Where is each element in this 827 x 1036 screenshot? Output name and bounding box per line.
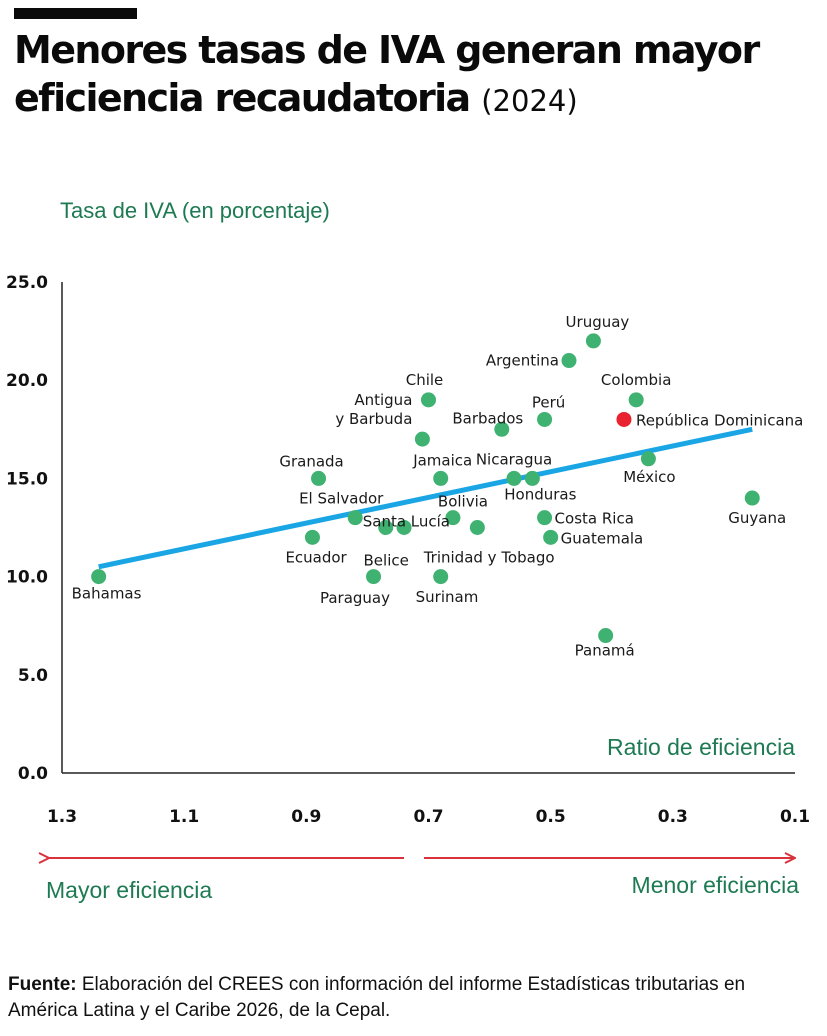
point-label: Paraguay (320, 589, 390, 607)
x-tick-label: 0.7 (413, 807, 443, 827)
data-point (616, 411, 632, 427)
x-tick-label: 0.3 (658, 807, 688, 827)
y-tick-label: 20.0 (6, 371, 48, 391)
point-label: Guatemala (561, 529, 644, 547)
point-label: Nicaragua (476, 450, 552, 468)
x-tick-label: 1.3 (47, 807, 77, 827)
data-point (524, 470, 540, 486)
trend-line (98, 426, 753, 570)
data-point (304, 529, 320, 545)
source-note: Fuente: Elaboración del CREES con inform… (8, 972, 788, 1024)
data-point (366, 569, 382, 585)
x-tick-label: 1.1 (169, 807, 199, 827)
point-label: Surinam (416, 588, 479, 606)
point-label: Costa Rica (555, 510, 634, 528)
data-point (628, 392, 644, 408)
point-label: México (623, 468, 675, 486)
data-point (598, 628, 614, 644)
point-label: Uruguay (566, 313, 630, 331)
x-tick-label: 0.5 (536, 807, 566, 827)
data-point (433, 470, 449, 486)
point-label: Chile (406, 371, 444, 389)
chart-title: Menores tasas de IVA generan mayor efici… (14, 26, 814, 125)
data-point (506, 470, 522, 486)
point-label: Panamá (575, 642, 635, 660)
y-axis-title: Tasa de IVA (en porcentaje) (60, 198, 330, 223)
y-tick-label: 5.0 (18, 666, 48, 686)
x-tick-label: 0.1 (780, 807, 810, 827)
point-label: Belice (364, 552, 409, 570)
data-point (414, 431, 430, 447)
data-point (585, 333, 601, 349)
source-label: Fuente: (8, 974, 77, 995)
data-point (433, 569, 449, 585)
data-point (378, 520, 394, 535)
point-label: El Salvador (299, 490, 384, 508)
point-label: Antigua y Barbuda (335, 391, 412, 428)
data-point (347, 510, 363, 526)
data-point (494, 421, 510, 437)
point-label: Bahamas (72, 585, 142, 603)
data-point (445, 510, 461, 526)
data-point (469, 520, 485, 535)
point-label: República Dominicana (636, 411, 803, 429)
point-label: Argentina (486, 352, 559, 370)
scatter-chart: 0.0 5.0 10.0 15.0 20.0 25.0 1.3 1.1 0.9 0.7 0.5 0.… (6, 273, 810, 960)
data-point (543, 529, 559, 545)
x-tick-label: 0.9 (291, 807, 321, 827)
y-tick-label: 15.0 (6, 469, 48, 489)
point-label: Colombia (601, 371, 672, 389)
point-label: Santa Lucía (363, 513, 450, 531)
y-tick-label: 0.0 (18, 764, 48, 784)
chart-title-text: Menores tasas de IVA generan mayor efici… (14, 28, 760, 120)
x-axis-title: Ratio de eficiencia (607, 734, 795, 760)
point-label: Jamaica (412, 451, 472, 469)
point-label: Trinidad y Tobago (423, 549, 555, 567)
point-label: Ecuador (285, 548, 347, 566)
point-label: Perú (532, 393, 565, 411)
y-tick-label: 10.0 (6, 568, 48, 588)
source-text: Elaboración del CREES con información de… (8, 974, 746, 1021)
data-point (311, 470, 327, 486)
point-label: Honduras (504, 485, 576, 503)
data-point (744, 490, 760, 506)
chart-year: (2024) (481, 84, 578, 118)
header-bar (14, 8, 137, 19)
direction-left-label: Mayor eficiencia (46, 877, 213, 903)
data-point (537, 411, 553, 427)
point-label: Barbados (452, 409, 523, 427)
point-label: Guyana (728, 509, 786, 527)
direction-right-label: Menor eficiencia (631, 872, 799, 898)
point-label: Granada (279, 452, 343, 470)
data-point (421, 392, 436, 408)
point-label: Bolivia (438, 493, 488, 511)
data-point (91, 569, 107, 585)
data-point (537, 510, 553, 526)
data-point (640, 451, 656, 467)
y-tick-label: 25.0 (6, 273, 48, 293)
data-point (561, 353, 577, 369)
data-point (396, 520, 412, 535)
